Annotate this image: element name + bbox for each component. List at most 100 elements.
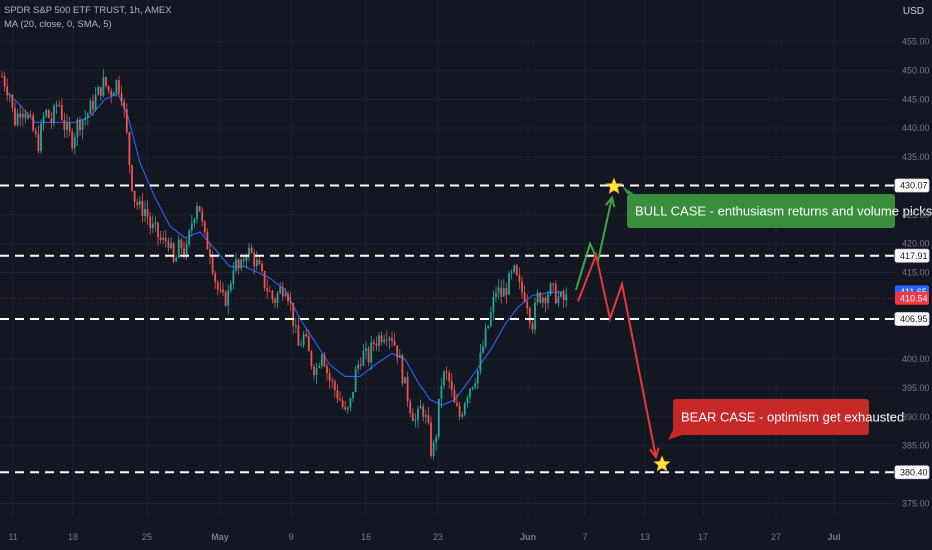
time-tick-label: 11 bbox=[8, 532, 17, 542]
candle bbox=[463, 401, 466, 417]
bull-case-callout[interactable]: BULL CASE - enthusiasm returns and volum… bbox=[622, 186, 932, 228]
candle bbox=[484, 323, 487, 349]
candle-body bbox=[250, 247, 253, 253]
candle-body bbox=[541, 297, 544, 303]
level-price-tag[interactable]: 380.40 bbox=[894, 465, 930, 480]
candle bbox=[367, 345, 370, 366]
candle-body bbox=[375, 343, 378, 346]
level-price-tag[interactable]: 417.91 bbox=[894, 248, 930, 263]
bull-target-star-icon[interactable] bbox=[605, 177, 623, 194]
candle bbox=[37, 125, 40, 154]
candle bbox=[357, 360, 360, 374]
bull-arrow-arrowhead[interactable] bbox=[605, 195, 616, 208]
time-tick-label: 16 bbox=[361, 532, 371, 542]
candle bbox=[289, 292, 292, 312]
bear-arrow-arrowhead[interactable] bbox=[649, 447, 660, 460]
candle-body bbox=[157, 222, 159, 238]
candle-body bbox=[19, 113, 22, 118]
candle-body bbox=[8, 94, 11, 96]
candle-body bbox=[131, 165, 133, 191]
candle bbox=[14, 101, 16, 127]
candle bbox=[263, 270, 266, 292]
time-tick-label: 7 bbox=[582, 532, 587, 542]
candle-body bbox=[68, 122, 71, 132]
candle-body bbox=[549, 283, 552, 295]
bear-case-callout-box[interactable] bbox=[673, 399, 869, 435]
candle bbox=[177, 235, 180, 259]
candle bbox=[172, 241, 175, 264]
candle bbox=[435, 433, 438, 452]
candle-body bbox=[211, 256, 214, 274]
candle bbox=[58, 100, 61, 108]
price-tick-label: 395.00 bbox=[902, 383, 930, 393]
indicator-label[interactable]: MA (20, close, 0, SMA, 5) bbox=[4, 19, 112, 30]
candle-body bbox=[203, 221, 206, 233]
candle-body bbox=[27, 114, 29, 119]
candle bbox=[281, 282, 284, 301]
candle bbox=[214, 270, 217, 290]
candle-body bbox=[547, 294, 549, 304]
candle-body bbox=[94, 95, 97, 110]
candle bbox=[105, 76, 107, 89]
candle-body bbox=[123, 101, 126, 110]
candle-body bbox=[463, 403, 466, 415]
price-tick-label: 415.00 bbox=[902, 268, 930, 278]
candle bbox=[16, 108, 19, 127]
candle-body bbox=[1, 76, 3, 78]
candle bbox=[55, 100, 58, 115]
candle-body bbox=[359, 364, 362, 366]
level-price-tag-box bbox=[894, 465, 930, 480]
candle-body bbox=[466, 397, 469, 404]
bear-target-star-icon[interactable] bbox=[653, 455, 671, 472]
candle bbox=[315, 362, 318, 384]
candle bbox=[190, 214, 193, 236]
candle-body bbox=[151, 223, 154, 229]
time-axis[interactable]: 11 18 25 May 9 16 23 Jun 7 13 17 27 Jul bbox=[8, 532, 840, 542]
candle-body bbox=[300, 345, 302, 347]
bull-case-callout-text: BULL CASE - enthusiasm returns and volum… bbox=[635, 204, 932, 219]
bear-arrow-path[interactable] bbox=[577, 251, 657, 458]
bull-arrow-path[interactable] bbox=[575, 197, 613, 291]
candle bbox=[437, 398, 440, 440]
current-price-tag[interactable]: 410.54 bbox=[895, 291, 929, 305]
time-tick-label: Jul bbox=[827, 532, 840, 542]
candle-body bbox=[354, 368, 357, 392]
candle bbox=[385, 330, 388, 346]
candle bbox=[144, 200, 146, 223]
candle bbox=[487, 325, 490, 330]
price-axis[interactable]: 455.00 450.00 445.00 440.00 435.00 425.00 420.… bbox=[894, 37, 930, 509]
candle bbox=[19, 104, 22, 127]
candle-body bbox=[445, 371, 448, 373]
symbol-title[interactable]: SPDR S&P 500 ETF TRUST, 1h, AMEX bbox=[4, 5, 172, 16]
candle-body bbox=[47, 109, 50, 119]
candle-body bbox=[544, 297, 547, 304]
candle bbox=[128, 131, 131, 174]
candle bbox=[326, 363, 328, 381]
level-price-tag[interactable]: 430.07 bbox=[894, 178, 930, 193]
candle bbox=[544, 295, 547, 313]
projection-arrows[interactable] bbox=[575, 177, 671, 472]
candle-body bbox=[255, 259, 258, 267]
candle bbox=[432, 439, 435, 460]
candle bbox=[107, 85, 110, 95]
level-price-tag[interactable]: 406.95 bbox=[894, 312, 930, 326]
candle-body bbox=[177, 239, 180, 258]
bull-case-callout-box[interactable] bbox=[627, 194, 895, 228]
candle bbox=[53, 103, 55, 128]
candle bbox=[331, 376, 334, 389]
candle-body bbox=[469, 389, 471, 398]
candle-body bbox=[138, 201, 141, 205]
bear-case-callout[interactable]: BEAR CASE - optimism get exhausted bbox=[668, 399, 904, 440]
candle bbox=[120, 85, 123, 106]
callout-boxes[interactable]: BULL CASE - enthusiasm returns and volum… bbox=[622, 186, 932, 440]
candle-body bbox=[401, 355, 404, 384]
candle bbox=[133, 190, 136, 208]
candle bbox=[63, 112, 66, 138]
candle-body bbox=[346, 407, 349, 410]
candle bbox=[401, 353, 404, 387]
candle bbox=[157, 221, 159, 247]
candle bbox=[287, 290, 289, 306]
currency-label[interactable]: USD bbox=[902, 6, 924, 17]
candle bbox=[3, 72, 6, 92]
